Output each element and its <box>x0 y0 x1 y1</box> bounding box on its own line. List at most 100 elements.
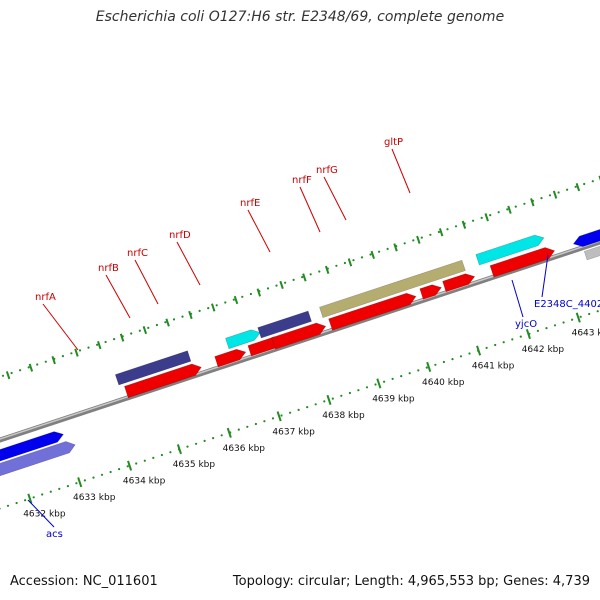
lower-scale-dot <box>331 397 334 400</box>
lower-scale-dot <box>100 473 104 476</box>
accession-text: Accession: NC_011601 <box>10 574 158 589</box>
scale-tick <box>27 493 33 504</box>
lower-scale-dot <box>434 363 437 366</box>
upper-scale-dot <box>19 369 22 372</box>
lower-scale-dot <box>289 411 292 414</box>
lower-scale-dot <box>152 456 155 459</box>
lower-scale-dot <box>195 442 198 445</box>
nrfG-gene <box>442 273 476 293</box>
lower-scale-dot <box>383 380 386 383</box>
upper-scale-dot <box>583 182 586 186</box>
lower-scale-dot <box>553 324 557 327</box>
upper-scale-dash <box>5 371 11 380</box>
upper-scale-dot <box>224 301 227 304</box>
lower-scale-dot <box>75 482 78 485</box>
upper-scale-dash <box>74 348 79 357</box>
upper-scale-dash <box>51 356 56 365</box>
upper-scale-dot <box>548 194 552 197</box>
upper-scale-dot <box>266 287 270 290</box>
nrfD-gene <box>257 310 312 339</box>
upper-scale-dash <box>370 250 375 259</box>
acs-label: acs <box>46 529 63 540</box>
nrfE-gene <box>319 259 466 318</box>
yjcO-label: yjcO <box>515 319 537 330</box>
lower-scale-dot <box>83 479 86 482</box>
tick-label: 4636 kbp <box>223 444 266 454</box>
lower-scale-dot <box>280 414 283 417</box>
lower-scale-dot <box>425 366 428 369</box>
nrfE-label: nrfE <box>240 198 260 209</box>
lower-scale-dot <box>468 352 471 355</box>
scale-dots <box>0 175 600 510</box>
upper-scale-dot <box>36 363 39 366</box>
lower-scale-dot <box>391 377 394 380</box>
scale-tick <box>226 427 232 438</box>
upper-scale-dot <box>574 185 577 188</box>
upper-scale-dot <box>87 346 90 349</box>
nrfB-connector <box>105 274 131 319</box>
upper-scale-dot <box>292 278 295 281</box>
upper-scale-dot <box>61 355 64 358</box>
yjcO-upstream-gene <box>572 229 600 247</box>
upper-scale-dash <box>302 273 307 282</box>
nrfD-label: nrfD <box>169 230 191 241</box>
upper-scale-dot <box>78 349 82 352</box>
upper-scale-dot <box>44 360 47 363</box>
lower-scale-dot <box>58 487 61 490</box>
scale-tick <box>525 329 531 340</box>
upper-scale-dot <box>506 208 509 211</box>
scale-tick <box>77 477 83 488</box>
upper-scale-dot <box>514 205 517 208</box>
nrfA-connector <box>42 303 79 351</box>
upper-scale-dot <box>113 338 116 341</box>
upper-scale-dot <box>403 242 406 245</box>
scale-tick <box>476 345 482 356</box>
lower-scale-dot <box>571 318 574 321</box>
upper-scale-dot <box>472 219 475 222</box>
lower-scale-dot <box>186 445 189 448</box>
upper-scale-dash <box>552 190 558 199</box>
upper-scale-dot <box>446 228 449 231</box>
lower-scale-dot <box>32 496 35 499</box>
nrfA-label: nrfA <box>35 292 56 303</box>
lower-scale-dot <box>588 312 591 316</box>
upper-scale-dash <box>416 235 421 244</box>
lower-scale-dot <box>408 372 411 375</box>
tick-label: 4640 kbp <box>422 378 465 388</box>
upper-scale-dot <box>232 298 235 301</box>
lower-scale-dot <box>0 507 1 510</box>
upper-scale-dot <box>164 321 167 324</box>
tick-label: 4639 kbp <box>372 394 415 404</box>
upper-scale-dot <box>540 197 543 200</box>
nrfD-connector <box>176 241 201 286</box>
upper-scale-dash <box>530 198 535 207</box>
nrfA-gene <box>114 350 192 386</box>
upper-scale-dash <box>119 333 125 342</box>
lower-scale-dot <box>340 394 343 397</box>
upper-scale-dot <box>420 236 423 239</box>
lower-scale-dot <box>417 369 420 372</box>
lower-scale-dot <box>41 493 44 496</box>
lower-scale-dot <box>579 315 582 318</box>
lower-scale-dot <box>254 422 257 426</box>
tick-label: 4635 kbp <box>173 460 216 470</box>
upper-scale-dash <box>211 303 216 312</box>
lower-scale-dot <box>160 453 163 457</box>
upper-scale-dot <box>198 309 201 312</box>
lower-scale-dot <box>246 425 249 428</box>
lower-scale-dot <box>374 383 377 386</box>
tick-label: 4642 kbp <box>522 345 565 355</box>
upper-scale-dot <box>181 315 184 318</box>
upper-scale-dot <box>309 273 312 276</box>
lower-scale-dot <box>442 360 445 364</box>
nrfG-connector <box>323 176 347 221</box>
upper-scale-dot <box>335 264 338 267</box>
upstream-gene <box>0 431 64 462</box>
scale-tick <box>376 378 382 389</box>
tick-label: 4643 kbp <box>572 329 600 339</box>
upper-scale-dash <box>393 243 398 252</box>
E2348C_4402-connector <box>541 254 549 298</box>
acs-connector <box>27 499 55 528</box>
upper-scale-dot <box>480 216 483 219</box>
